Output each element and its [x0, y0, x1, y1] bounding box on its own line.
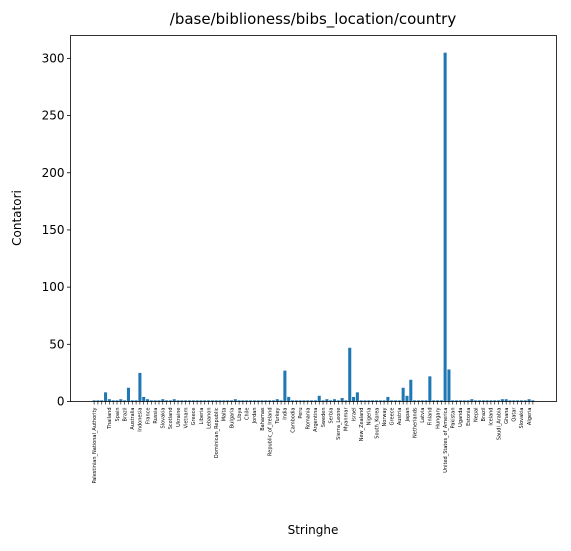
y-tick-label-5: 250 — [42, 109, 65, 123]
x-tick-label-78: Greece — [390, 408, 396, 426]
bars-group — [93, 53, 535, 402]
x-tick-label-30: Lebanon — [206, 408, 212, 429]
x-tick-label-38: Libya — [237, 408, 243, 421]
bar-77 — [386, 397, 389, 402]
x-tick-label-58: Argentina — [313, 408, 319, 432]
x-tick-label-48: Turkey — [275, 407, 281, 424]
bar-50 — [283, 371, 286, 402]
x-axis-label: Stringhe — [288, 523, 339, 537]
x-tick-label-20: Scotland — [168, 408, 174, 430]
x-tick-label-104: Iceland — [489, 408, 495, 426]
x-tick-label-96: Uganda — [458, 408, 464, 427]
x-tick-label-70: New_Zealand — [359, 408, 365, 442]
x-tick-label-88: Finland — [428, 408, 434, 426]
bar-68 — [352, 397, 355, 402]
x-tick-label-12: Indonesia — [138, 408, 144, 432]
bar-65 — [341, 398, 344, 401]
x-tick-label-24: Vietnam — [183, 407, 189, 428]
x-tick-label-8: Brazil — [122, 408, 128, 422]
x-tick-label-90: Hungary — [435, 407, 441, 428]
x-tick-label-40: Chile — [245, 408, 251, 421]
y-axis: 0 50 100 150 200 250 300 — [42, 51, 71, 408]
x-tick-label-46: Republic_of_Ireland — [267, 408, 273, 456]
bar-93 — [447, 369, 450, 401]
x-tick-label-94: Pakistan — [451, 408, 457, 429]
bar-88 — [428, 376, 431, 401]
x-tick-label-92: United_States_of_America — [443, 408, 449, 473]
x-tick-label-50: India — [283, 408, 289, 420]
x-tick-label-62: Serbia — [328, 408, 334, 424]
x-tick-label-98: Estonia — [466, 408, 472, 426]
bar-59 — [318, 396, 321, 402]
y-tick-label-6: 300 — [42, 51, 65, 65]
x-tick-label-34: Malta — [222, 408, 228, 422]
plot-frame — [71, 36, 557, 402]
x-tick-label-84: Netherlands — [412, 407, 418, 438]
bar-12 — [138, 373, 141, 402]
bar-13 — [142, 397, 145, 402]
x-tick-label-56: Romania — [306, 408, 312, 430]
y-tick-label-0: 0 — [57, 395, 65, 409]
x-tick-label-16: Russia — [153, 408, 159, 424]
y-tick-label-3: 150 — [42, 223, 65, 237]
x-tick-label-108: Ghana — [504, 408, 510, 424]
bar-3 — [104, 392, 107, 401]
x-tick-label-68: Israel — [351, 408, 357, 422]
y-tick-label-4: 200 — [42, 166, 65, 180]
x-tick-label-86: Latvia — [420, 408, 426, 423]
bar-81 — [402, 388, 405, 402]
x-tick-label-54: Peru — [298, 408, 304, 419]
x-tick-label-42: Jordan — [252, 408, 258, 425]
x-tick-label-80: Austria — [397, 408, 403, 426]
x-tick-label-60: Sweden — [321, 408, 327, 428]
x-tick-label-72: Nigeria — [367, 408, 373, 426]
x-tick-label-74: South_Korea — [374, 408, 380, 439]
x-tick-label-82: Japan — [405, 408, 411, 423]
x-tick-label-106: Saudi_Arabia — [496, 408, 502, 441]
x-tick-label-14: France — [145, 408, 151, 425]
x-tick-label-28: Liberia — [199, 408, 205, 425]
x-tick-label-100: Nepal — [473, 408, 479, 422]
x-tick-label-4: Thailand — [107, 408, 113, 430]
bar-92 — [444, 53, 447, 402]
x-tick-label-66: Myanmar — [344, 407, 350, 431]
x-tick-label-32: Dominican_Republic — [214, 407, 220, 458]
x-tick-label-22: Ukraine — [176, 408, 182, 427]
y-tick-label-1: 50 — [49, 337, 64, 351]
x-tick-label-64: Sierra_Leone — [336, 408, 342, 440]
x-tick-label-114: Algeria — [527, 408, 533, 426]
x-tick-label-10: Australia — [130, 408, 136, 430]
bar-82 — [405, 396, 408, 402]
bar-67 — [348, 348, 351, 402]
x-tick-label-36: Bulgaria — [229, 408, 235, 429]
x-tick-label-52: Cambodia — [290, 408, 296, 433]
x-tick-label-44: Bahamas — [260, 407, 266, 431]
x-tick-label-26: Greece — [191, 408, 197, 426]
bar-9 — [127, 388, 130, 402]
x-tick-label-112: Slovakia — [519, 408, 525, 429]
x-tick-label-102: Brazil — [481, 408, 487, 422]
chart-title: /base/biblioness/bibs_location/country — [170, 10, 457, 29]
y-tick-label-2: 100 — [42, 280, 65, 294]
x-tick-label-0: Palestinian_National_Authority — [92, 407, 98, 483]
bar-83 — [409, 380, 412, 402]
x-tick-label-18: Slovakia — [161, 408, 167, 429]
y-axis-label: Contatori — [10, 190, 24, 246]
x-axis: Palestinian_National_Authority Thailand Sp… — [92, 402, 533, 484]
bar-51 — [287, 397, 290, 402]
x-tick-label-110: Qatar — [512, 407, 518, 422]
x-tick-label-6: Spain — [115, 408, 121, 422]
bar-69 — [356, 392, 359, 401]
x-tick-label-76: Norway — [382, 407, 388, 426]
